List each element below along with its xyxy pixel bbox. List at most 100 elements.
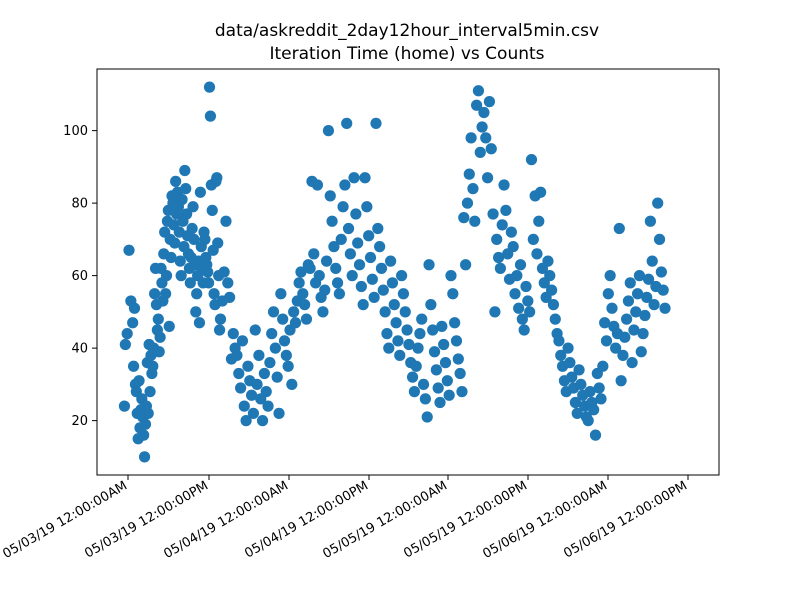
data-point: [370, 117, 382, 129]
data-point: [359, 172, 371, 184]
data-point: [410, 360, 422, 372]
data-point: [273, 407, 285, 419]
data-point: [516, 313, 528, 325]
data-point: [267, 306, 280, 318]
data-point: [236, 335, 249, 347]
data-point: [573, 364, 585, 376]
data-point: [266, 328, 278, 340]
data-point: [423, 259, 435, 271]
data-point: [235, 382, 247, 394]
data-point: [180, 183, 192, 195]
chart-title: data/askreddit_2day12hour_interval5min.c…: [215, 21, 599, 41]
data-point: [494, 262, 506, 274]
data-point: [163, 320, 175, 332]
data-point: [445, 270, 457, 282]
data-point: [144, 386, 156, 398]
y-tick-label: 20: [71, 414, 88, 429]
data-point: [498, 179, 510, 191]
data-point: [615, 375, 627, 387]
data-point: [478, 106, 490, 119]
data-point: [128, 302, 141, 314]
data-point: [154, 331, 166, 343]
data-point: [635, 346, 647, 358]
data-point: [522, 295, 534, 307]
data-point: [553, 335, 565, 347]
data-point: [659, 302, 671, 314]
data-point: [511, 270, 523, 282]
data-point: [350, 208, 362, 220]
data-point: [575, 378, 587, 390]
data-point: [648, 299, 660, 311]
data-point: [377, 284, 389, 296]
data-point: [388, 299, 400, 311]
data-point: [138, 429, 150, 441]
data-point: [118, 400, 131, 412]
data-point: [346, 270, 358, 282]
data-point: [308, 248, 320, 260]
data-point: [379, 306, 391, 318]
data-point: [194, 186, 206, 198]
data-point: [206, 204, 218, 216]
data-point: [599, 317, 611, 329]
data-point: [571, 407, 583, 419]
data-point: [564, 357, 576, 369]
data-point: [606, 302, 618, 314]
data-point: [406, 371, 419, 383]
data-point: [264, 357, 276, 369]
data-point: [138, 451, 151, 463]
data-point: [160, 288, 172, 300]
data-point: [256, 415, 269, 427]
data-point: [320, 255, 333, 267]
data-point: [427, 324, 439, 336]
data-point: [260, 386, 272, 398]
data-point: [399, 306, 411, 318]
data-point: [430, 364, 442, 376]
data-point: [421, 411, 433, 423]
data-point: [372, 222, 384, 235]
data-point: [361, 201, 373, 213]
data-point: [396, 270, 408, 282]
data-point: [566, 371, 578, 383]
data-point: [452, 353, 464, 365]
y-axis: 20 40 60 80 100: [63, 124, 97, 429]
data-point: [544, 270, 556, 282]
data-point: [518, 324, 530, 336]
data-point: [624, 277, 636, 289]
data-point: [348, 172, 360, 184]
data-point: [432, 382, 444, 394]
data-point: [324, 190, 336, 202]
data-point: [342, 222, 355, 235]
data-point: [642, 273, 655, 285]
data-point: [331, 277, 344, 289]
data-point: [492, 251, 505, 264]
data-point: [170, 175, 182, 187]
data-point: [247, 407, 260, 419]
data-point: [149, 288, 161, 300]
data-point: [535, 186, 547, 198]
data-point: [458, 212, 470, 224]
data-point: [193, 317, 206, 329]
data-point: [476, 121, 488, 133]
data-point: [595, 393, 607, 405]
data-point: [311, 179, 324, 191]
data-point: [547, 299, 560, 311]
data-point: [335, 233, 347, 245]
data-point: [191, 288, 203, 300]
data-point: [419, 393, 431, 405]
data-point: [582, 415, 594, 427]
data-point: [297, 288, 309, 300]
x-tick-label: 05/05/19 12:00:00AM: [320, 478, 450, 561]
data-point: [465, 132, 477, 144]
data-point: [443, 389, 455, 401]
data-point: [222, 277, 234, 289]
data-point: [403, 338, 415, 351]
data-point: [549, 313, 561, 325]
data-point: [546, 284, 558, 296]
data-point: [337, 201, 349, 213]
data-point: [249, 324, 261, 336]
data-point: [123, 244, 135, 256]
data-point: [622, 295, 635, 307]
data-point: [487, 208, 499, 220]
